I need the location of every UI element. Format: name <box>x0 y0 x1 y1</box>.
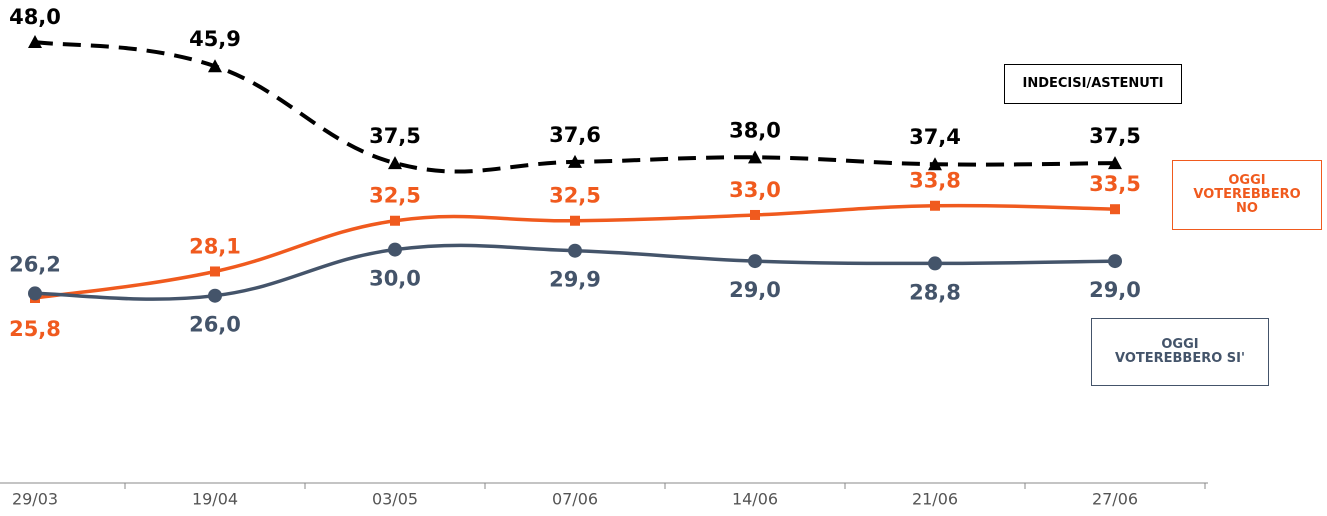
marker <box>208 59 222 73</box>
data-label: 33,8 <box>909 169 961 193</box>
marker <box>210 266 220 277</box>
x-tick-label: 19/04 <box>192 490 238 509</box>
x-tick-label: 29/03 <box>12 490 58 509</box>
x-tick-label: 27/06 <box>1092 490 1138 509</box>
data-label: 37,4 <box>909 125 961 149</box>
data-label: 29,9 <box>549 268 601 292</box>
marker <box>750 209 760 220</box>
data-label: 38,0 <box>729 118 781 142</box>
marker <box>568 243 582 258</box>
marker <box>928 157 942 171</box>
legend-entry: OGGI VOTEREBBERO NO <box>1172 160 1322 230</box>
x-tick-label: 07/06 <box>552 490 598 509</box>
marker <box>208 288 222 303</box>
marker <box>748 150 762 164</box>
marker <box>568 154 582 168</box>
marker <box>1108 254 1122 269</box>
data-label: 26,2 <box>9 252 61 276</box>
data-label: 33,0 <box>729 178 781 202</box>
x-tick-label: 03/05 <box>372 490 418 509</box>
marker <box>1110 204 1120 215</box>
data-label: 29,0 <box>729 278 781 302</box>
data-label: 29,0 <box>1089 278 1141 302</box>
marker <box>930 200 940 211</box>
x-tick-label: 21/06 <box>912 490 958 509</box>
data-label: 37,5 <box>369 124 421 148</box>
data-label: 26,0 <box>189 313 241 337</box>
data-label: 32,5 <box>549 184 601 208</box>
legend-entry: OGGI VOTEREBBERO SI' <box>1091 318 1269 386</box>
data-label: 48,0 <box>9 5 61 29</box>
marker <box>570 215 580 226</box>
marker <box>28 35 42 48</box>
data-label: 37,5 <box>1089 124 1141 148</box>
data-label: 28,1 <box>189 234 241 258</box>
marker <box>748 254 762 269</box>
data-label: 32,5 <box>369 184 421 208</box>
marker <box>390 215 400 226</box>
data-label: 45,9 <box>189 27 241 51</box>
marker <box>28 286 42 301</box>
legend-entry: INDECISI/ASTENUTI <box>1004 64 1182 104</box>
data-label: 28,8 <box>909 280 961 304</box>
x-tick-label: 14/06 <box>732 490 778 509</box>
marker <box>388 156 402 170</box>
series-line <box>34 40 1116 174</box>
data-label: 33,5 <box>1089 172 1141 196</box>
marker <box>388 242 402 257</box>
data-label: 37,6 <box>549 123 601 147</box>
marker <box>1108 156 1122 170</box>
data-label: 25,8 <box>9 317 61 341</box>
marker <box>928 256 942 271</box>
data-label: 30,0 <box>369 267 421 291</box>
